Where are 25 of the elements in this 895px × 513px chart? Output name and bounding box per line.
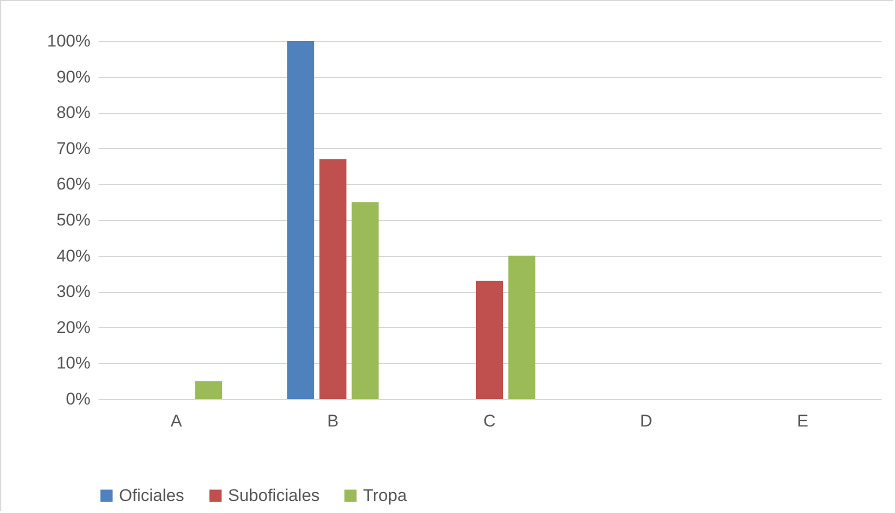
- legend-label: Oficiales: [119, 486, 184, 505]
- y-tick-label: 70%: [56, 138, 90, 158]
- y-tick-label: 80%: [56, 103, 90, 122]
- x-tick-label: E: [797, 412, 808, 430]
- x-tick-label: A: [170, 412, 183, 430]
- bar: [352, 202, 379, 399]
- y-tick-label: 90%: [56, 67, 90, 86]
- y-tick-label: 20%: [56, 318, 90, 337]
- bar: [476, 280, 503, 399]
- bar: [508, 256, 536, 399]
- bar: [319, 159, 346, 399]
- y-tick-label: 60%: [56, 174, 90, 194]
- bar: [287, 41, 314, 399]
- x-tick-label: D: [640, 412, 652, 430]
- bar: [195, 381, 222, 399]
- y-tick-label: 100%: [47, 32, 90, 50]
- y-tick-label: 0%: [66, 390, 90, 408]
- x-tick-label: B: [327, 412, 339, 430]
- y-tick-label: 10%: [56, 354, 90, 373]
- legend-label: Tropa: [363, 486, 408, 505]
- y-tick-label: 30%: [56, 282, 90, 302]
- legend-label: Suboficiales: [228, 486, 320, 505]
- x-tick-label: C: [483, 412, 496, 430]
- y-tick-label: 50%: [56, 210, 90, 230]
- y-tick-label: 40%: [56, 246, 90, 266]
